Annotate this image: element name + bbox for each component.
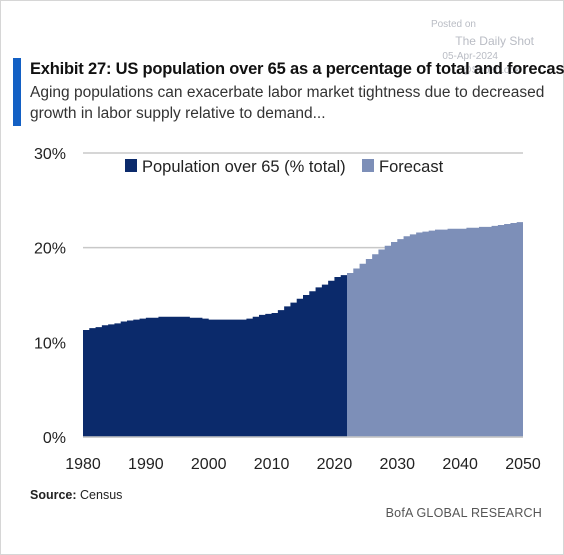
x-tick-label: 1980	[65, 456, 101, 473]
y-tick-label: 20%	[34, 241, 66, 258]
watermark: Posted on The Daily Shot 05-Apr-2024 @So…	[431, 18, 534, 79]
source-note: Source: Census	[30, 488, 122, 502]
legend-swatch-actual	[125, 159, 137, 172]
legend-label-forecast: Forecast	[379, 158, 444, 176]
legend-label-actual: Population over 65 (% total)	[142, 158, 346, 176]
x-tick-label: 2000	[191, 456, 227, 473]
chart-subtitle: Aging populations can exacerbate labor m…	[30, 84, 545, 122]
watermark-handle: @SoberLook	[461, 65, 520, 77]
y-tick-label: 0%	[43, 430, 66, 447]
chart-title: Exhibit 27: US population over 65 as a p…	[30, 60, 564, 78]
title-accent-bar	[13, 58, 21, 126]
x-tick-label: 2010	[254, 456, 290, 473]
source-label: Source:	[30, 488, 77, 502]
watermark-name: The Daily Shot	[455, 33, 534, 48]
x-tick-label: 2040	[442, 456, 478, 473]
watermark-posted: Posted on	[430, 19, 476, 30]
source-value: Census	[80, 488, 123, 502]
y-tick-label: 30%	[34, 146, 66, 163]
watermark-date: 05-Apr-2024	[442, 50, 498, 62]
x-tick-label: 2050	[505, 456, 541, 473]
legend-swatch-forecast	[362, 159, 374, 172]
x-tick-label: 2030	[379, 456, 415, 473]
area-series-forecast	[347, 221, 523, 437]
x-tick-label: 2020	[317, 456, 353, 473]
y-tick-label: 10%	[34, 335, 66, 352]
x-tick-label: 1990	[128, 456, 164, 473]
brand-label: BofA GLOBAL RESEARCH	[385, 506, 542, 520]
